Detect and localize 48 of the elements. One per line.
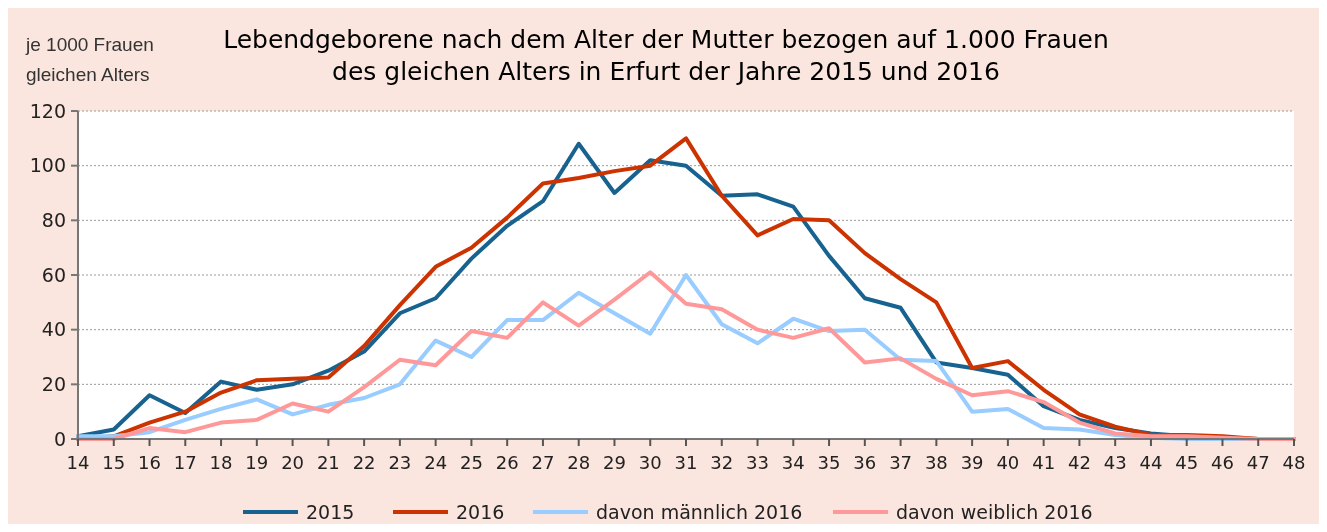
x-tick-label: 40: [996, 452, 1020, 473]
x-tick-label: 14: [66, 452, 90, 473]
x-tick-label: 47: [1246, 452, 1270, 473]
x-tick-label: 33: [746, 452, 769, 473]
x-tick-label: 29: [603, 452, 626, 473]
y-axis-title: je 1000 Frauen gleichen Alters: [25, 34, 154, 85]
x-tick-label: 15: [102, 452, 126, 473]
x-tick-label: 44: [1139, 452, 1163, 473]
y-tick-label: 120: [29, 99, 66, 122]
x-tick-label: 23: [388, 452, 412, 473]
x-tick-label: 45: [1175, 452, 1199, 473]
x-tick-label: 30: [638, 452, 662, 473]
legend-label: 2016: [456, 500, 505, 523]
x-tick-label: 28: [567, 452, 591, 473]
x-tick-label: 36: [853, 452, 877, 473]
x-tick-label: 24: [424, 452, 448, 473]
x-tick-label: 38: [924, 452, 948, 473]
x-tick-label: 35: [817, 452, 841, 473]
x-tick-label: 22: [352, 452, 376, 473]
x-tick-label: 39: [960, 452, 984, 473]
chart-title: Lebendgeborene nach dem Alter der Mutter bezogen auf 1.000 Frauen des gleichen Alters in Erfurt der Jahre 2015 und 2016: [223, 25, 1109, 86]
x-tick-label: 18: [209, 452, 233, 473]
y-tick-label: 0: [53, 427, 66, 450]
x-tick-label: 19: [245, 452, 269, 473]
x-tick-label: 17: [173, 452, 197, 473]
x-tick-label: 37: [889, 452, 913, 473]
x-tick-label: 43: [1103, 452, 1127, 473]
x-tick-label: 41: [1032, 452, 1056, 473]
x-tick-label: 31: [674, 452, 698, 473]
x-tick-label: 27: [531, 452, 555, 473]
y-tick-label: 100: [29, 154, 66, 177]
y-tick-label: 80: [41, 208, 66, 231]
x-tick-label: 16: [138, 452, 161, 473]
y-tick-label: 40: [41, 318, 66, 341]
y-tick-label: 20: [41, 372, 66, 395]
x-tick-label: 21: [316, 452, 340, 473]
x-tick-label: 48: [1282, 452, 1306, 473]
legend-label: davon männlich 2016: [596, 500, 803, 523]
x-tick-label: 46: [1211, 452, 1234, 473]
x-tick-label: 25: [459, 452, 483, 473]
legend-label: davon weiblich 2016: [896, 500, 1093, 523]
x-tick-label: 26: [495, 452, 519, 473]
x-tick-label: 34: [781, 452, 805, 473]
legend-label: 2015: [306, 500, 355, 523]
x-tick-label: 20: [281, 452, 305, 473]
y-tick-label: 60: [41, 263, 66, 286]
x-tick-label: 32: [710, 452, 734, 473]
x-tick-label: 42: [1067, 452, 1091, 473]
